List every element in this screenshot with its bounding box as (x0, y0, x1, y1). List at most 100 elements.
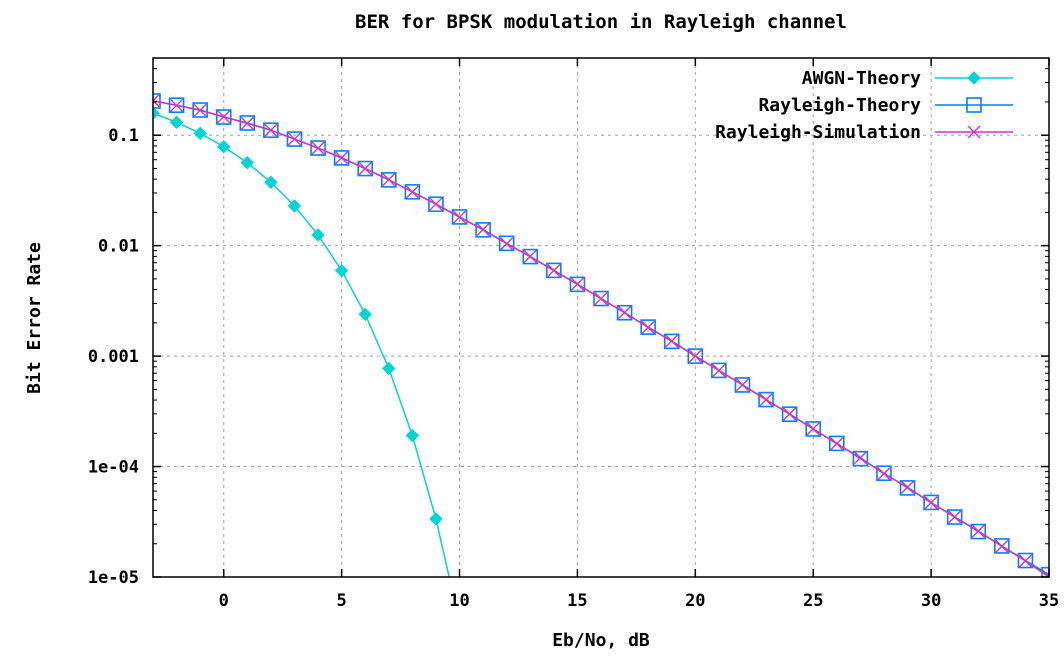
series-rayleigh-simulation-point (547, 264, 561, 278)
series-rayleigh-theory-point (616, 304, 633, 321)
series-rayleigh-theory-point (215, 109, 232, 125)
series-rayleigh-theory-point (333, 150, 350, 166)
series-rayleigh-theory-point (380, 172, 397, 188)
series-awgn-theory-point (153, 106, 160, 120)
series-rayleigh-simulation-point-stroke-b (806, 422, 820, 436)
series-rayleigh-theory-point (687, 348, 704, 364)
series-rayleigh-simulation-point (382, 173, 396, 187)
y-tick-label: 0.001 (88, 347, 139, 367)
series-rayleigh-simulation-point-stroke-b (523, 249, 537, 263)
series-rayleigh-simulation-point-stroke-b (429, 197, 443, 211)
series-rayleigh-theory-point (663, 333, 680, 350)
series-rayleigh-simulation-point (688, 349, 702, 363)
series-rayleigh-simulation-point (948, 510, 962, 524)
series-rayleigh-simulation-point-stroke-b (311, 141, 325, 155)
series-rayleigh-theory-point (428, 196, 444, 213)
series-rayleigh-theory-point (357, 160, 374, 177)
series-rayleigh-simulation-point-stroke-b (665, 334, 679, 348)
series-awgn-theory-point (287, 199, 302, 213)
series-rayleigh-theory-point (569, 276, 586, 293)
series-rayleigh-theory-point (805, 421, 822, 437)
series-rayleigh-simulation-point-stroke-b (971, 524, 985, 538)
series-rayleigh-simulation-point (735, 378, 749, 392)
series-rayleigh-simulation-point-stroke-b (170, 98, 184, 112)
series-rayleigh-simulation-point (783, 407, 797, 421)
series-rayleigh-simulation-point (170, 98, 184, 112)
series-rayleigh-simulation-point-stroke-b (500, 237, 514, 251)
series-rayleigh-simulation-point-stroke-b (735, 378, 749, 392)
series-rayleigh-simulation-point (153, 94, 160, 108)
legend-rayleigh-theory-marker (966, 97, 982, 113)
series-rayleigh-simulation-point-stroke-b (783, 407, 797, 421)
series-rayleigh-simulation-point (311, 141, 325, 155)
y-tick-label: 0.01 (98, 237, 139, 257)
series-rayleigh-simulation-point (665, 334, 679, 348)
series-rayleigh-simulation-point (641, 320, 655, 334)
series-rayleigh-simulation-point (240, 116, 254, 130)
legend-rayleigh-simulation-marker (967, 125, 981, 139)
series-rayleigh-theory-point (758, 391, 774, 408)
x-tick-label: 5 (337, 591, 347, 611)
series-rayleigh-theory-point (640, 319, 656, 335)
series-rayleigh-simulation-point-stroke-b (476, 223, 490, 237)
series-rayleigh-simulation-point (500, 237, 514, 251)
series-rayleigh-theory-point (734, 377, 751, 393)
series-rayleigh-simulation-point-stroke-b (382, 173, 396, 187)
series-awgn-theory-point (358, 307, 372, 322)
x-tick-label: 30 (921, 591, 941, 611)
series-rayleigh-simulation-point-stroke-b (453, 210, 467, 224)
series-rayleigh-theory-point (970, 523, 987, 540)
series-rayleigh-simulation-point (901, 480, 915, 494)
series-rayleigh-simulation-point-stroke-b (153, 94, 160, 102)
series-rayleigh-theory-point (168, 97, 185, 113)
series-rayleigh-simulation-point-stroke-b (594, 292, 608, 306)
series-rayleigh-theory-point (923, 494, 939, 511)
legend-awgn-theory-label: AWGN-Theory (802, 68, 921, 89)
y-axis-label: Bit Error Rate (24, 242, 45, 394)
series-rayleigh-theory-point (451, 209, 468, 225)
series-rayleigh-theory-point (498, 235, 515, 252)
series-awgn-theory-point (311, 228, 325, 242)
y-tick-label: 1e-05 (88, 568, 139, 588)
series-awgn-theory-point (169, 115, 184, 129)
series-rayleigh-simulation-point-stroke-a (153, 99, 160, 108)
series-rayleigh-simulation-point (924, 496, 938, 510)
x-tick-label: 35 (1039, 591, 1059, 611)
series-rayleigh-simulation-point (287, 132, 301, 146)
x-tick-label: 10 (449, 591, 469, 611)
series-rayleigh-theory-point (593, 290, 609, 307)
series-awgn-theory-point (429, 512, 443, 526)
series-rayleigh-simulation-point-stroke-b (948, 510, 962, 524)
series-rayleigh-simulation-point-stroke-b (405, 185, 419, 199)
series-rayleigh-simulation-point (712, 364, 726, 378)
series-rayleigh-theory-point (852, 450, 869, 467)
series-rayleigh-theory-point (404, 184, 421, 200)
series-rayleigh-simulation-point-stroke-b (853, 451, 867, 465)
series-rayleigh-simulation-point-stroke-b (688, 349, 702, 363)
series-rayleigh-theory-point (239, 115, 256, 131)
series-rayleigh-theory-point (192, 102, 208, 118)
series-rayleigh-theory-point (828, 435, 845, 452)
series-rayleigh-simulation-point (405, 185, 419, 199)
series-rayleigh-theory-point (781, 406, 798, 422)
ticks-layer: 0 5 10 15 20 25 30 35 0.1 0.01 0.001 1e-04 1e-05 (88, 57, 1059, 611)
y-tick-label: 1e-04 (88, 458, 139, 478)
series-rayleigh-simulation-point (995, 539, 1009, 553)
series-rayleigh-simulation-point-stroke-b (1018, 554, 1032, 568)
x-tick-label: 15 (567, 591, 587, 611)
x-tick-label: 25 (803, 591, 823, 611)
series-rayleigh-theory-point (946, 509, 963, 525)
series-rayleigh-simulation-point (193, 103, 207, 117)
series-rayleigh-theory-point (876, 465, 892, 482)
series-rayleigh-theory-point (286, 131, 303, 147)
series-awgn-theory-point (217, 140, 231, 154)
series-awgn-theory-point (405, 428, 420, 443)
series-rayleigh-simulation-point (618, 306, 632, 320)
series-rayleigh-theory-point (1017, 552, 1034, 569)
series-rayleigh-simulation-point-stroke-b (924, 496, 938, 510)
x-axis-label: Eb/No, dB (552, 630, 650, 651)
series-rayleigh-theory-point (899, 480, 916, 496)
series-rayleigh-simulation-point (1018, 554, 1032, 568)
